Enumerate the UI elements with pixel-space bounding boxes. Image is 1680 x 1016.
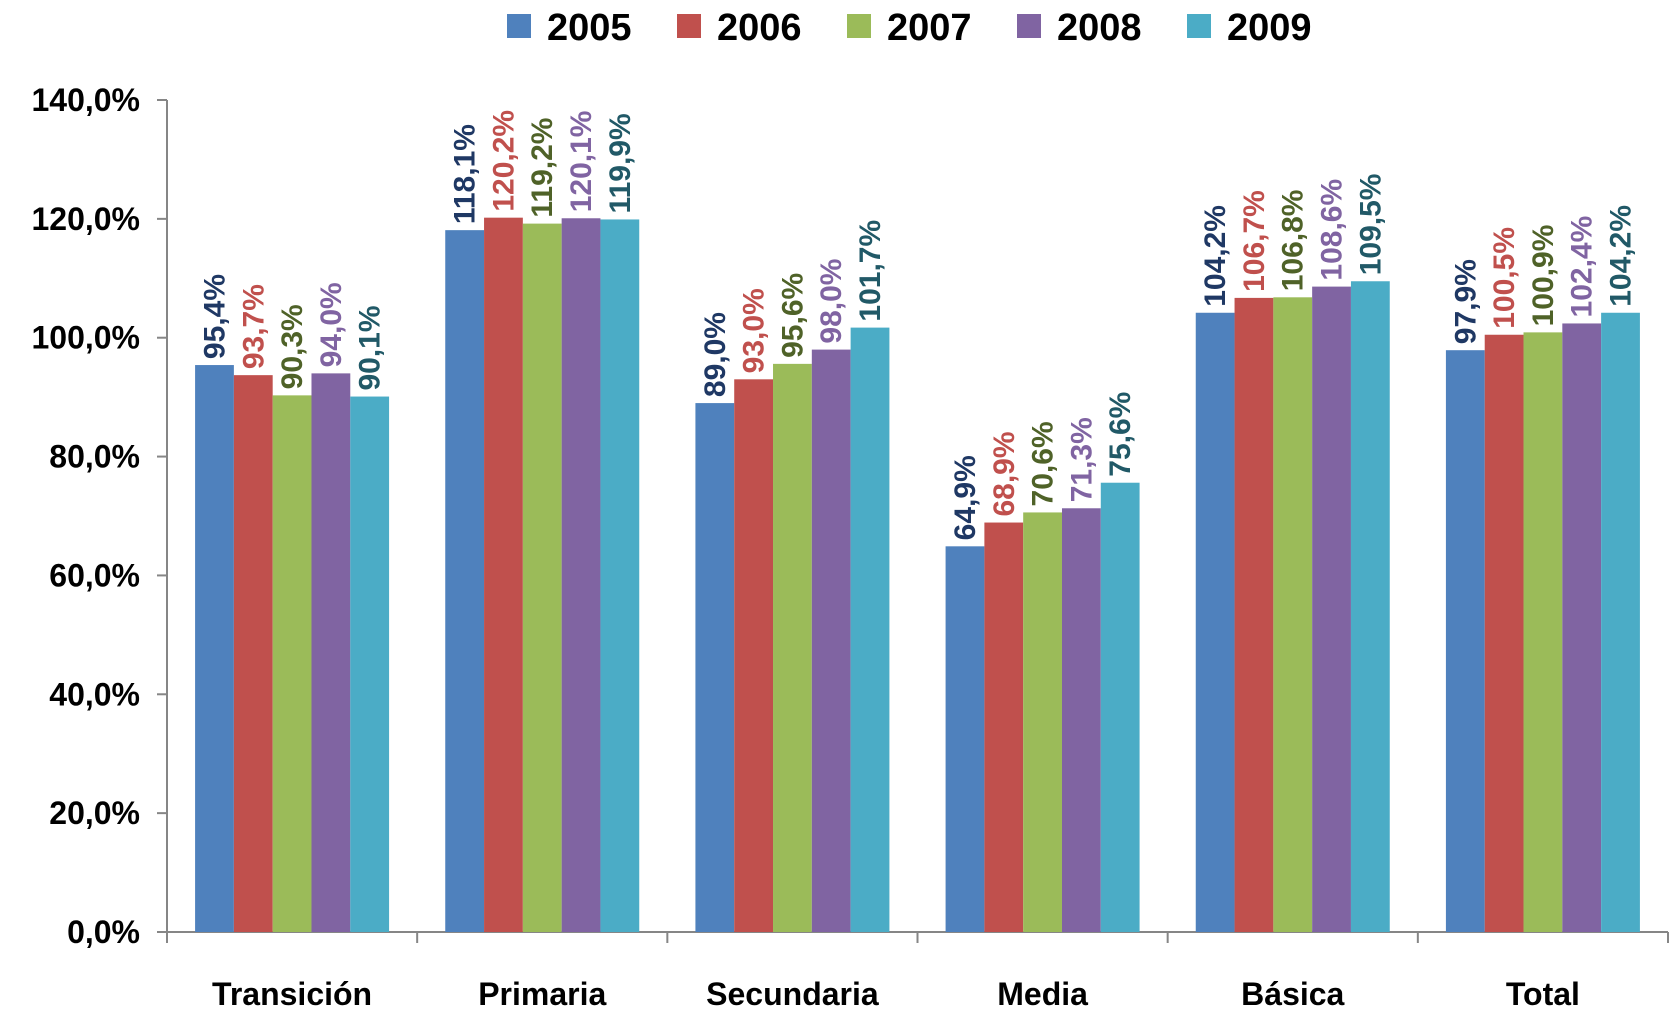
x-tick-label: Media (997, 976, 1088, 1011)
bar (1312, 286, 1351, 932)
bar (272, 395, 312, 932)
data-label: 89,0% (699, 312, 732, 397)
data-label: 108,6% (1316, 179, 1349, 281)
bar (484, 217, 523, 932)
data-label: 104,2% (1199, 205, 1232, 307)
bar (1273, 297, 1313, 932)
data-label: 102,4% (1566, 216, 1599, 318)
legend-label: 2005 (547, 7, 632, 49)
bar (811, 349, 851, 933)
legend-label: 2006 (717, 7, 802, 49)
y-tick-label: 40,0% (49, 676, 140, 712)
x-tick-label: Primaria (478, 976, 606, 1011)
data-label: 94,0% (315, 282, 348, 367)
bar (350, 396, 390, 932)
x-tick-label: Transición (212, 976, 372, 1011)
data-label: 109,5% (1354, 174, 1387, 276)
bar (1061, 508, 1101, 932)
data-label: 97,9% (1449, 259, 1482, 344)
data-label: 100,5% (1488, 227, 1521, 329)
data-label: 90,1% (354, 305, 387, 390)
bar (773, 363, 812, 932)
bar (233, 375, 273, 932)
data-label: 70,6% (1027, 421, 1060, 506)
data-label: 120,1% (565, 111, 598, 213)
x-tick-label: Total (1506, 976, 1580, 1011)
data-label: 68,9% (988, 431, 1021, 516)
y-tick-label: 120,0% (31, 201, 140, 237)
legend: 2005 2006 2007 2008 2009 (507, 7, 1312, 49)
data-label: 119,2% (526, 118, 559, 218)
x-tick-label: Secundaria (706, 976, 879, 1011)
bar (1601, 312, 1640, 932)
bar (850, 327, 890, 932)
bar (561, 218, 601, 932)
data-label: 104,2% (1605, 205, 1638, 307)
data-label: 93,7% (237, 284, 270, 369)
bar (695, 403, 735, 933)
bar (734, 379, 774, 932)
bar (522, 223, 562, 932)
data-label: 95,4% (198, 274, 231, 359)
legend-swatch (1187, 14, 1211, 38)
legend-swatch (507, 14, 531, 38)
data-label: 95,6% (776, 273, 809, 358)
bar (945, 546, 985, 932)
data-label: 64,9% (949, 455, 982, 540)
legend-label: 2008 (1057, 7, 1142, 49)
data-label: 93,0% (738, 288, 771, 373)
data-label: 120,2% (487, 110, 520, 212)
y-tick-label: 60,0% (49, 557, 140, 593)
data-label: 106,7% (1238, 190, 1271, 292)
bar (1523, 332, 1563, 932)
y-tick-label: 100,0% (31, 320, 140, 356)
x-tick-label: Básica (1241, 976, 1344, 1011)
bar (445, 230, 485, 933)
y-tick-label: 140,0% (31, 82, 140, 118)
legend-swatch (677, 14, 701, 38)
legend-label: 2009 (1227, 7, 1312, 49)
legend-swatch (847, 14, 871, 38)
bar (600, 219, 640, 933)
data-label: 100,9% (1527, 225, 1560, 327)
bar (1562, 323, 1602, 932)
bar (1445, 350, 1485, 932)
data-label: 75,6% (1104, 392, 1137, 477)
data-label: 106,8% (1277, 190, 1310, 292)
data-labels-layer: 95,4% 118,1% 89,0% 64,9% 104,2% 97,9% 93,7% 120… (198, 110, 1637, 540)
bar (1100, 482, 1140, 932)
bar (1350, 281, 1390, 932)
y-tick-label: 80,0% (49, 439, 140, 475)
legend-label: 2007 (887, 7, 972, 49)
bar (195, 365, 234, 933)
data-label: 98,0% (815, 259, 848, 344)
bar (1195, 312, 1235, 932)
legend-swatch (1017, 14, 1041, 38)
bars-layer (195, 217, 1640, 933)
bar (1484, 334, 1524, 932)
data-label: 119,9% (604, 113, 637, 213)
y-tick-label: 20,0% (49, 795, 140, 831)
bar (1023, 512, 1062, 932)
data-label: 101,7% (854, 220, 887, 322)
bar (311, 373, 351, 932)
bar (1234, 297, 1274, 932)
data-label: 90,3% (276, 304, 309, 389)
data-label: 118,1% (449, 124, 482, 224)
bar (984, 522, 1024, 932)
axis-layer: 0,0% 20,0% 40,0% 60,0% 80,0% 100,0% 120,0% 140,… (31, 82, 1669, 1012)
y-tick-label: 0,0% (67, 914, 140, 950)
data-label: 71,3% (1065, 417, 1098, 502)
